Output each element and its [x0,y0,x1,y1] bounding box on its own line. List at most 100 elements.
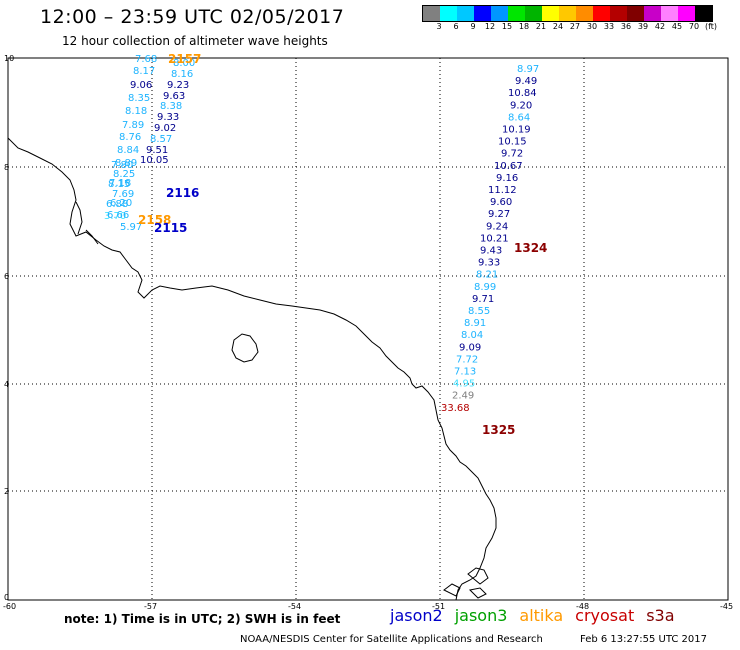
wave-height-label: 9.23 [167,80,189,91]
color-swatch [559,6,576,21]
wave-height-label: 7.13 [454,367,476,378]
color-scale-label: 39 [637,22,649,31]
y-tick: 10 [4,54,14,63]
wave-height-label: 9.33 [157,112,179,123]
wave-height-label: 8.38 [160,101,182,112]
y-tick: 6 [4,272,9,281]
wave-height-label: 8.84 [117,145,139,156]
coastline [7,137,497,601]
color-scale-label: 27 [569,22,581,31]
wave-height-label: 10.21 [480,233,509,244]
wave-height-tracks: 7.68 8.00 8.17 8.16 9.06 9.23 8.35 9.63 8.18 8.38… [104,54,539,414]
wave-height-label: 9.02 [154,123,176,134]
x-tick: -48 [576,602,589,611]
color-scale-labels: 3 6 9 12 15 18 21 24 27 30 33 36 39 42 45 70 (ft) [422,22,740,34]
pass-time-label: 1325 [482,423,515,437]
wave-height-label: 9.63 [163,91,185,102]
wave-height-label: 9.51 [146,145,168,156]
satellite-legend: jason2 jason3 altika cryosat s3a [390,606,687,625]
y-tick: 8 [4,163,9,172]
color-scale-label: 33 [603,22,615,31]
color-swatch [423,6,440,21]
wave-height-label: 9.16 [496,173,518,184]
color-swatch [593,6,610,21]
wave-height-label: 6.88 [106,199,128,210]
wave-height-label: 2.49 [452,391,474,402]
wave-height-label: 4.95 [453,379,475,390]
color-swatch [440,6,457,21]
x-tick: -60 [3,602,16,611]
note-text: note: 1) Time is in UTC; 2) SWH is in fe… [64,612,341,626]
color-scale-label: 12 [484,22,496,31]
wave-height-label: 7.80 [111,160,133,171]
wave-height-label: 7.69 [112,189,134,200]
wave-height-label: 9.71 [472,294,494,305]
wave-height-label: 10.67 [494,161,523,172]
wave-height-label: 9.24 [486,221,508,232]
wave-height-label: 9.20 [510,100,532,111]
wave-height-label: 10.19 [502,125,531,136]
color-swatch [644,6,661,21]
wave-height-label: 8.76 [119,132,141,143]
wave-height-label: 33.68 [441,403,470,414]
color-scale-label: 21 [535,22,547,31]
color-swatch [576,6,593,21]
x-tick: -45 [720,602,733,611]
wave-height-label: 9.43 [480,246,502,257]
color-swatch [678,6,695,21]
wave-height-label: 8.18 [125,106,147,117]
wave-height-label: 8.00 [173,58,195,69]
color-scale-label: 9 [470,22,476,31]
wave-height-label: 9.49 [515,76,537,87]
map-frame [7,57,729,601]
color-swatch [525,6,542,21]
map-subtitle: 12 hour collection of altimeter wave hei… [62,34,328,48]
wave-height-label: 8.97 [517,64,539,75]
wave-height-label: 8.25 [113,169,135,180]
y-tick: 2 [4,487,9,496]
wave-height-label: 10.15 [498,137,527,148]
color-swatch [457,6,474,21]
color-swatch [491,6,508,21]
wave-height-label: 7.89 [122,120,144,131]
color-scale-label: (ft) [704,22,718,31]
legend-s3a: s3a [646,606,675,625]
pass-time-label: 2116 [166,186,199,200]
color-swatch [695,6,712,21]
wave-height-label: 5.97 [120,222,142,233]
color-scale-label: 18 [518,22,530,31]
y-axis-ticks: 0 2 4 6 8 10 [4,54,14,602]
color-scale-label: 70 [688,22,700,31]
color-scale-label: 36 [620,22,632,31]
island [231,333,259,363]
color-swatch [542,6,559,21]
pass-time-label: 1324 [514,241,547,255]
y-tick: 0 [4,593,9,602]
wave-height-label: 9.27 [488,209,510,220]
wave-height-label: 8.17 [133,66,155,77]
x-tick: -57 [144,602,157,611]
wave-height-label: 8.16 [171,69,193,80]
color-swatch [508,6,525,21]
wave-height-label: 11.12 [488,185,517,196]
color-scale-bar [422,5,713,22]
pass-time-label: 2115 [154,221,187,235]
pass-time-label: 2157 [168,52,201,66]
color-swatch [474,6,491,21]
grid [8,57,728,600]
wave-height-label: 7.68 [135,54,157,65]
color-swatch [661,6,678,21]
pass-time-label: 2158 [138,213,171,227]
wave-height-label: 9.72 [501,149,523,160]
wave-height-label: 9.06 [130,80,152,91]
color-scale-label: 15 [501,22,513,31]
wave-height-label: 9.09 [459,342,481,353]
color-scale-label: 42 [654,22,666,31]
coastline [75,201,99,245]
river-mouth-islands [443,567,489,599]
color-scale-label: 30 [586,22,598,31]
y-tick: 4 [4,380,9,389]
wave-height-label: 9.60 [490,197,512,208]
footer-credit: NOAA/NESDIS Center for Satellite Applica… [240,634,543,645]
